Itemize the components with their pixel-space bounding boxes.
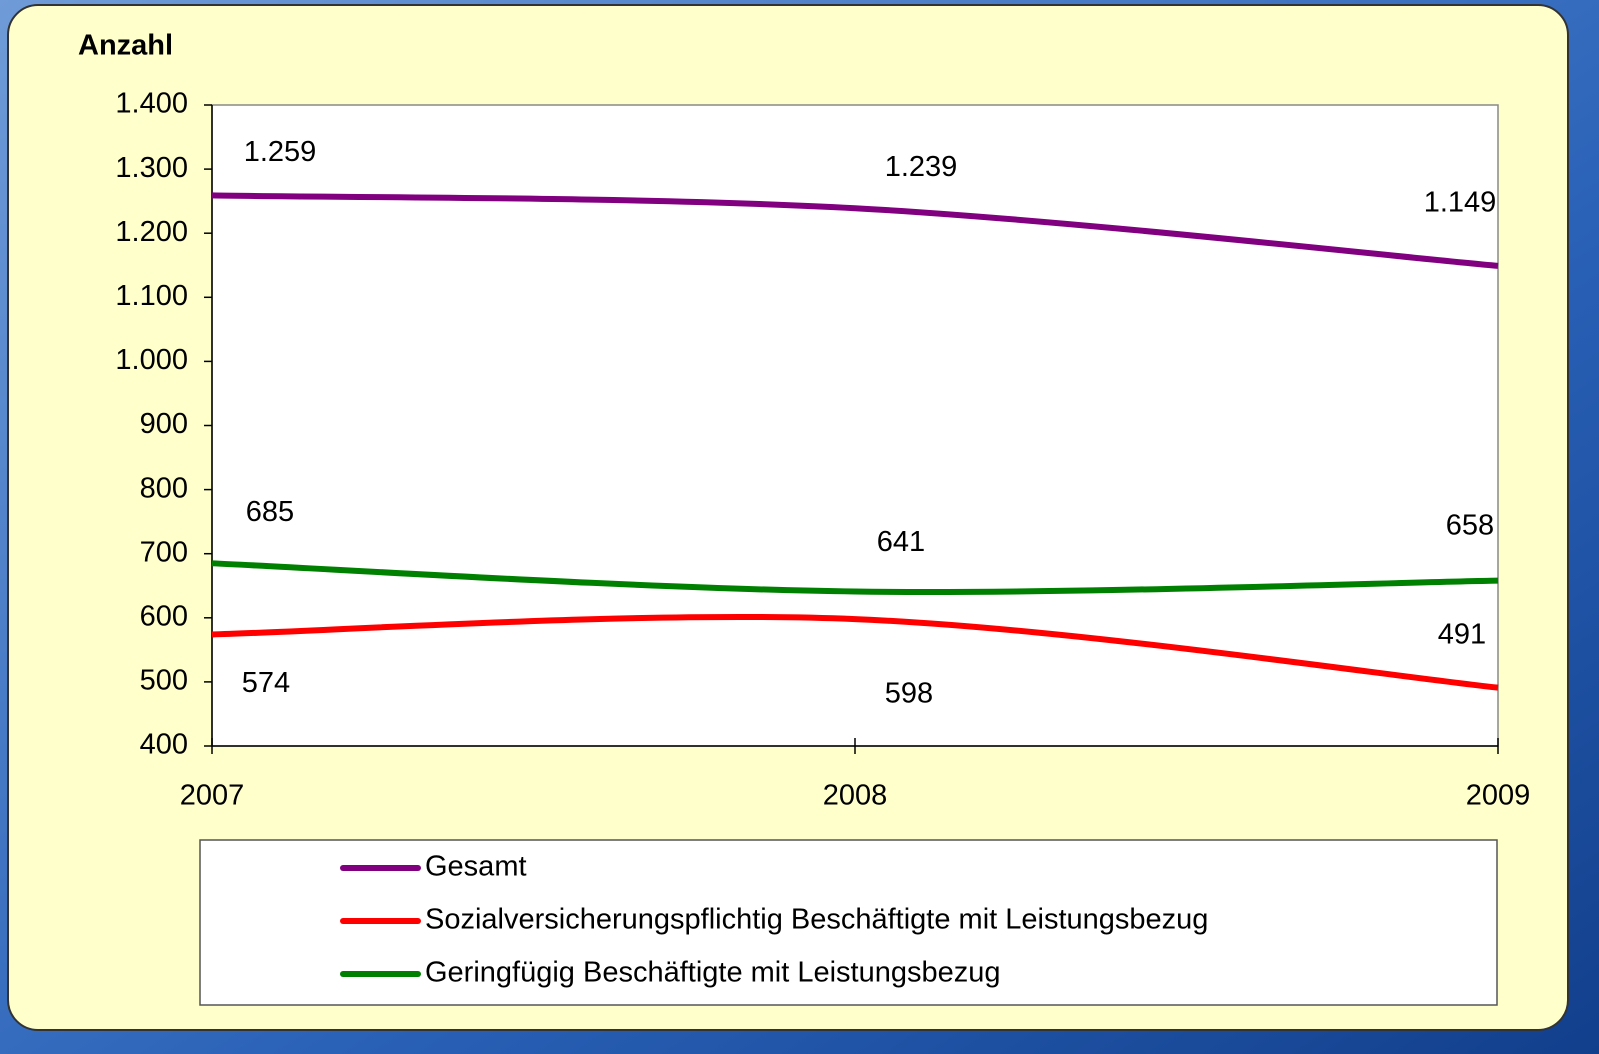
- y-tick-label: 800: [140, 472, 188, 504]
- y-tick-label: 1.200: [115, 216, 188, 248]
- data-label: 598: [885, 678, 933, 710]
- y-tick-label: 600: [140, 600, 188, 632]
- series-line: [211, 192, 1499, 269]
- y-tick-label: 900: [140, 408, 188, 440]
- x-tick-label: 2007: [180, 780, 245, 812]
- data-label: 1.149: [1424, 187, 1497, 219]
- legend-label: Geringfügig Beschäftigte mit Leistungsbe…: [425, 957, 1001, 989]
- series-line: [211, 613, 1499, 691]
- legend-label: Gesamt: [425, 851, 527, 883]
- data-label: 1.259: [244, 136, 317, 168]
- y-tick-label: 400: [140, 729, 188, 761]
- y-tick-label: 500: [140, 665, 188, 697]
- y-tick-label: 700: [140, 536, 188, 568]
- series-line: [211, 560, 1499, 595]
- y-tick-label: 1.100: [115, 280, 188, 312]
- data-label: 685: [246, 496, 294, 528]
- y-tick-label: 1.000: [115, 344, 188, 376]
- data-label: 1.239: [885, 151, 958, 183]
- data-label: 658: [1446, 509, 1494, 541]
- x-tick-label: 2008: [823, 780, 888, 812]
- legend-label: Sozialversicherungspflichtig Beschäftigt…: [425, 904, 1208, 936]
- data-label: 641: [877, 526, 925, 558]
- y-tick-label: 1.300: [115, 152, 188, 184]
- y-tick-label: 1.400: [115, 88, 188, 120]
- x-tick-label: 2009: [1466, 780, 1531, 812]
- plot-area: [211, 104, 1499, 747]
- data-label: 491: [1438, 618, 1486, 650]
- y-axis-title: Anzahl: [78, 30, 173, 62]
- data-label: 574: [242, 667, 290, 699]
